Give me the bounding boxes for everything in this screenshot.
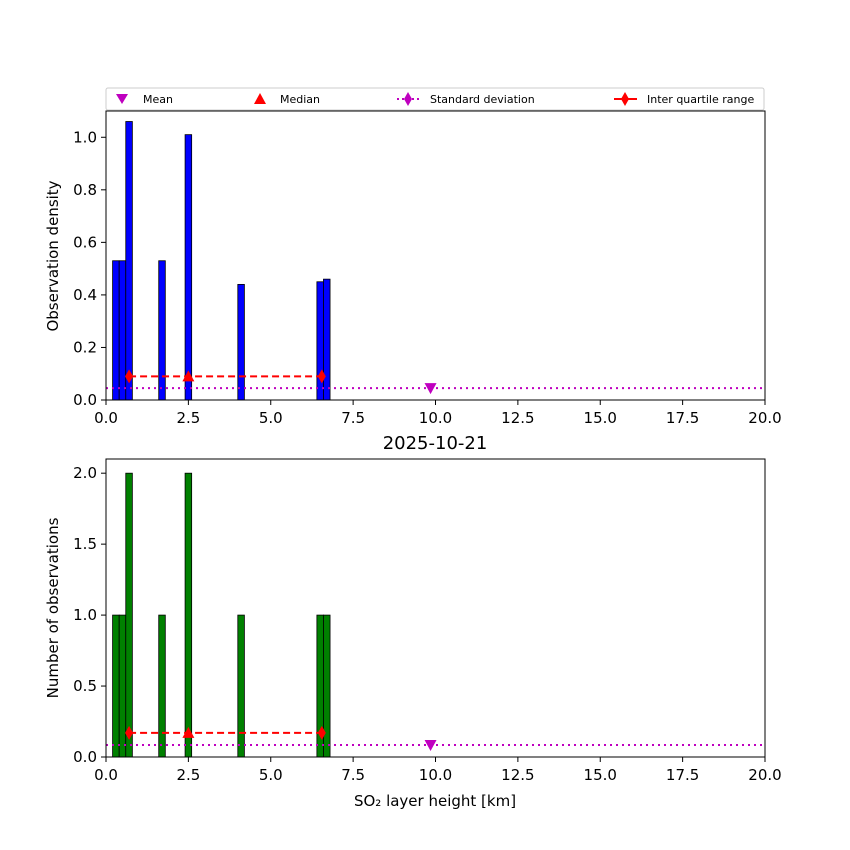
count-x-tick-label: 12.5: [501, 766, 534, 784]
count-statistics: [106, 725, 765, 751]
density-bar-2: [125, 121, 133, 401]
density-bars: [112, 121, 331, 401]
count-bar-2: [125, 472, 133, 758]
density-iqr-marker-1: [317, 369, 326, 384]
density-x-tick-label: 7.5: [341, 409, 365, 427]
density-x-tick-label: 0.0: [94, 409, 118, 427]
count-x-tick-label: 0.0: [94, 766, 118, 784]
density-y-tick-label: 0.8: [73, 181, 97, 199]
count-x-tick-label: 5.0: [259, 766, 283, 784]
count-histogram-panel: 2025-10-21 0.0 2.5 5.0 7.5 10.0 12.5 15.0 17.5 2…: [44, 433, 782, 810]
density-x-tick-label: 20.0: [748, 409, 781, 427]
density-x-tick-label: 10.0: [419, 409, 452, 427]
count-x-tick-label: 7.5: [341, 766, 365, 784]
density-iqr-marker-0: [125, 369, 134, 384]
count-mean-marker: [424, 739, 437, 751]
legend-iqr-label: Inter quartile range: [647, 93, 754, 106]
legend-mean-label: Mean: [143, 93, 173, 106]
count-axes-frame: [105, 458, 766, 758]
density-bar-5: [237, 283, 245, 401]
count-x-tick-label: 10.0: [419, 766, 452, 784]
count-bar-1: [118, 614, 127, 758]
count-iqr-marker-1: [317, 725, 326, 740]
density-y-axis-label: Observation density: [44, 180, 62, 331]
count-y-tick-label: 1.5: [73, 535, 97, 553]
legend-std-marker: [404, 92, 412, 106]
count-y-tick-label: 2.0: [73, 464, 97, 482]
legend-iqr-marker: [621, 92, 629, 106]
density-x-ticks: 0.0 2.5 5.0 7.5 10.0 12.5 15.0 17.5 20.0: [94, 400, 782, 427]
density-y-tick-label: 0.4: [73, 286, 97, 304]
count-x-axis-label: SO₂ layer height [km]: [354, 792, 516, 810]
density-y-tick-label: 0.6: [73, 233, 97, 251]
density-y-ticks: 0.0 0.2 0.4 0.6 0.8 1.0: [73, 128, 106, 409]
count-y-axis-label: Number of observations: [44, 517, 62, 698]
density-axes-frame: [105, 110, 766, 401]
count-y-tick-label: 0.0: [73, 748, 97, 766]
count-bar-3: [158, 614, 166, 758]
density-x-tick-label: 17.5: [666, 409, 699, 427]
density-bar-3: [158, 260, 166, 401]
density-x-tick-label: 12.5: [501, 409, 534, 427]
density-y-tick-label: 0.0: [73, 391, 97, 409]
legend-frame: [105, 87, 765, 111]
count-x-tick-label: 20.0: [748, 766, 781, 784]
density-bar-6: [316, 281, 324, 401]
density-x-tick-label: 2.5: [176, 409, 200, 427]
density-bar-7: [323, 278, 331, 401]
count-y-ticks: 0.0 0.5 1.0 1.5 2.0: [73, 464, 106, 766]
count-iqr-marker-0: [125, 725, 134, 740]
count-y-tick-label: 1.0: [73, 606, 97, 624]
count-bar-7: [323, 614, 331, 758]
count-x-tick-label: 2.5: [176, 766, 200, 784]
legend-median-label: Median: [280, 93, 320, 106]
legend: Mean Median Standard deviation Inter qua…: [105, 87, 765, 111]
count-y-tick-label: 0.5: [73, 677, 97, 695]
count-bar-4: [184, 472, 193, 758]
count-x-tick-label: 17.5: [666, 766, 699, 784]
density-x-tick-label: 5.0: [259, 409, 283, 427]
density-bar-4: [184, 134, 193, 401]
density-bar-0: [112, 260, 120, 401]
count-x-ticks: 0.0 2.5 5.0 7.5 10.0 12.5 15.0 17.5 20.0: [94, 757, 782, 784]
legend-median-marker: [254, 93, 266, 104]
density-median-marker: [182, 370, 195, 382]
count-chart-title: 2025-10-21: [383, 433, 488, 454]
count-bar-0: [112, 614, 120, 758]
density-y-tick-label: 1.0: [73, 128, 97, 146]
legend-mean-marker: [116, 94, 128, 104]
count-median-marker: [182, 726, 195, 738]
count-bar-5: [237, 614, 245, 758]
density-statistics: [106, 369, 765, 395]
density-bar-1: [118, 260, 127, 401]
legend-std-label: Standard deviation: [430, 93, 535, 106]
density-x-tick-label: 15.0: [584, 409, 617, 427]
count-x-tick-label: 15.0: [584, 766, 617, 784]
density-histogram-panel: 0.0 2.5 5.0 7.5 10.0 12.5 15.0 17.5 20.0 0.00.20…: [44, 110, 782, 427]
count-bars: [112, 472, 331, 758]
density-y-tick-label: 0.2: [73, 338, 97, 356]
density-mean-marker: [424, 383, 437, 395]
